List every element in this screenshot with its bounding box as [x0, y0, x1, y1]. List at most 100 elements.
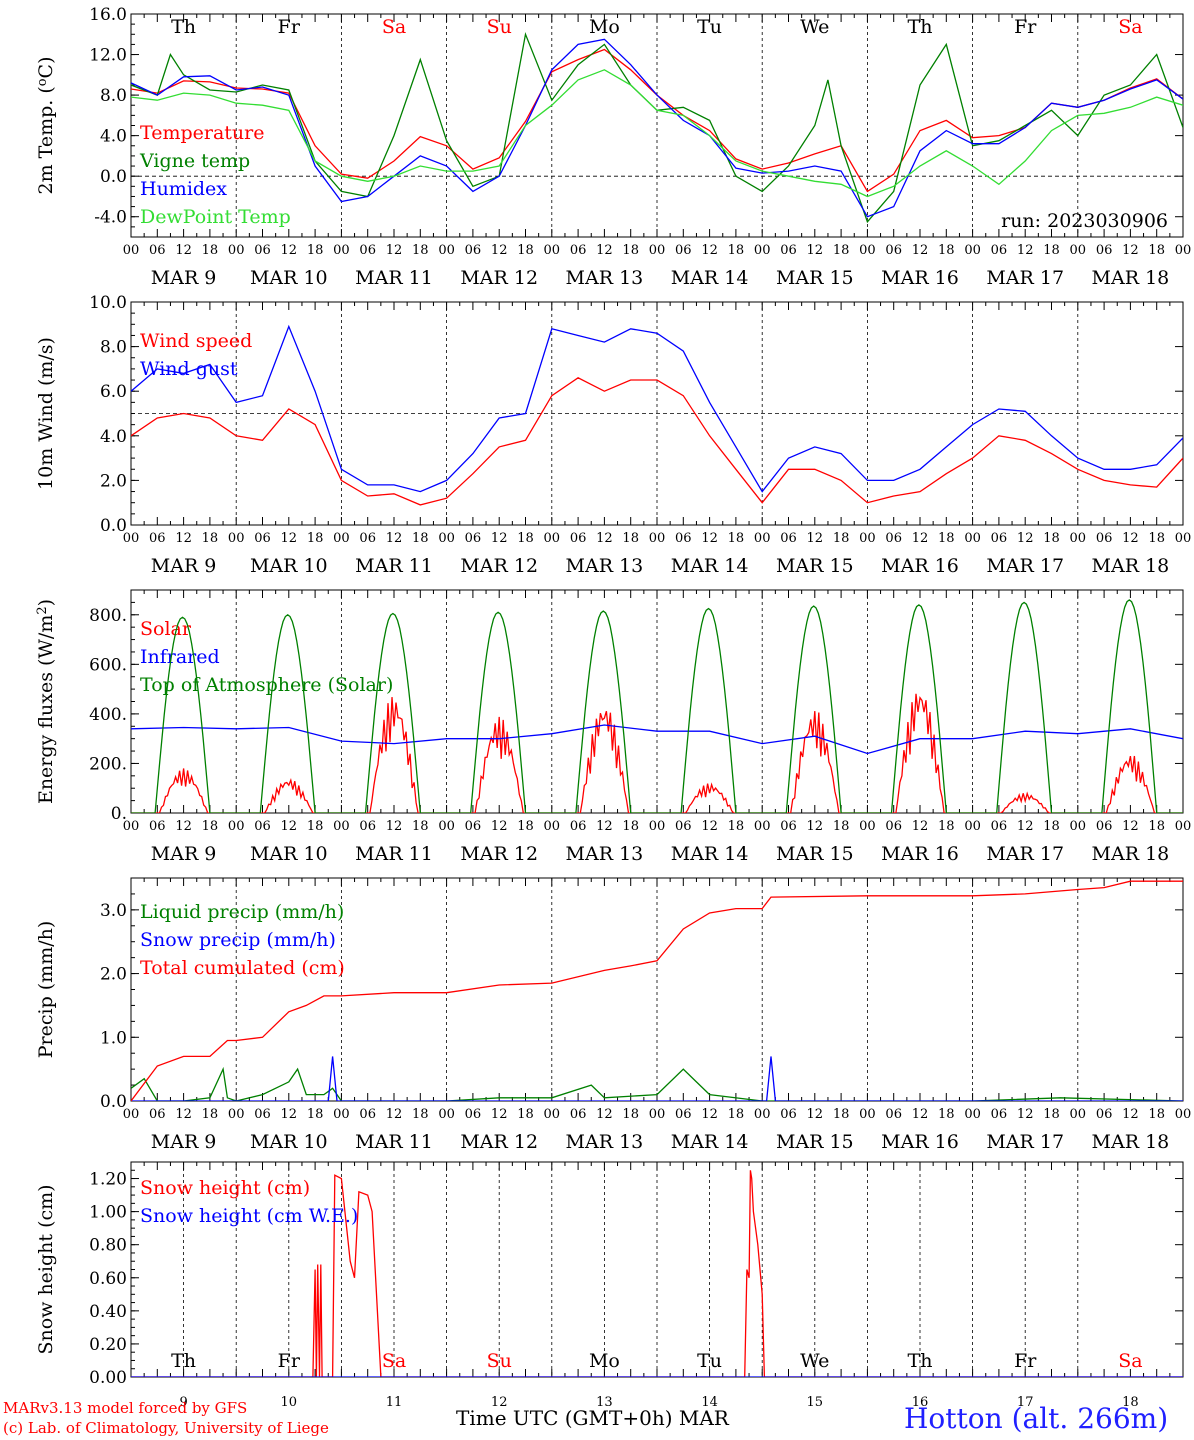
temp-legend-item: Humidex — [140, 178, 227, 200]
precip-hour-label: 18 — [202, 1107, 219, 1122]
wind-hour-label: 18 — [202, 531, 219, 546]
temp-series-dewpoint-temp — [131, 69, 1183, 198]
wind-hour-label: 06 — [780, 531, 797, 546]
precip-ytick-label: 1.0 — [100, 1028, 127, 1048]
wind-hour-label: 12 — [491, 531, 508, 546]
energy-ylabel: Energy fluxes (W/m2) — [35, 599, 57, 804]
wind-hour-label: 18 — [938, 531, 955, 546]
wind-ytick-label: 0.0 — [100, 516, 127, 536]
precip-ylabel: Precip (mm/h) — [35, 921, 57, 1059]
wind-series-wind-speed — [131, 377, 1183, 506]
precip-legend-item: Total cumulated (cm) — [140, 957, 345, 979]
wind-hour-label: 06 — [991, 531, 1008, 546]
temp-hour-label: 06 — [359, 243, 376, 258]
wind-hour-label: 12 — [175, 531, 192, 546]
temp-legend-item: Temperature — [140, 122, 264, 144]
wind-hour-label: 18 — [1148, 531, 1165, 546]
precip-hour-label: 00 — [123, 1107, 140, 1122]
energy-hour-label: 12 — [1122, 819, 1139, 834]
precip-hour-label: 00 — [1070, 1107, 1087, 1122]
wind-hour-label: 12 — [807, 531, 824, 546]
temp-hour-label: 00 — [438, 243, 455, 258]
wind-hour-label: 12 — [1122, 531, 1139, 546]
precip-ytick-label: 2.0 — [100, 965, 127, 985]
energy-legend-item: Infrared — [140, 646, 220, 668]
precip-hour-label: 00 — [438, 1107, 455, 1122]
wind-hour-label: 00 — [123, 531, 140, 546]
temp-legend-item: DewPoint Temp — [140, 206, 291, 228]
temp-date-label: MAR 15 — [776, 267, 854, 289]
wind-hour-label: 00 — [333, 531, 350, 546]
precip-panel: 0.0 1.0 2.0 3.0 Precip (mm/h) 00 06 12 18 00 06 12 1… — [35, 877, 1191, 1153]
energy-hour-label: 12 — [596, 819, 613, 834]
snow-day-number: 17 — [1017, 1395, 1034, 1410]
temp-hour-label: 06 — [570, 243, 587, 258]
temp-ytick-label: 8.0 — [100, 86, 127, 106]
wind-hour-label: 00 — [964, 531, 981, 546]
temp-hour-label: 18 — [307, 243, 324, 258]
temp-hour-label: 06 — [254, 243, 271, 258]
precip-series-snow-precip-mm-h — [131, 1056, 1183, 1101]
wind-hour-label: 06 — [359, 531, 376, 546]
energy-date-label: MAR 14 — [671, 843, 749, 865]
snow-day-number: 18 — [1122, 1395, 1139, 1410]
snow-ytick-label: 1.00 — [89, 1203, 127, 1223]
precip-hour-label: 06 — [991, 1107, 1008, 1122]
energy-hour-label: 00 — [964, 819, 981, 834]
energy-hour-label: 06 — [991, 819, 1008, 834]
temp-day-name: Fr — [278, 16, 301, 38]
temp-hour-label: 12 — [281, 243, 298, 258]
temp-hour-label: 06 — [885, 243, 902, 258]
snow-day-number: 12 — [491, 1395, 508, 1410]
snow-day-number: 15 — [807, 1395, 824, 1410]
precip-hour-label: 06 — [465, 1107, 482, 1122]
snow-legend-item: Snow height (cm W.E.) — [140, 1205, 358, 1227]
temp-series-humidex — [131, 38, 1183, 218]
temp-hour-label: 18 — [833, 243, 850, 258]
wind-date-label: MAR 16 — [881, 555, 959, 577]
precip-hour-label: 12 — [912, 1107, 929, 1122]
temp-date-label: MAR 12 — [460, 267, 538, 289]
snow-series-snow-height-cm — [131, 1170, 1183, 1377]
wind-hour-label: 00 — [1070, 531, 1087, 546]
snow-day-name: Su — [487, 1350, 512, 1372]
precip-hour-label: 12 — [596, 1107, 613, 1122]
energy-ytick-label: 800. — [89, 606, 127, 626]
energy-hour-label: 00 — [649, 819, 666, 834]
snow-day-name: Mo — [589, 1350, 620, 1372]
energy-hour-label: 18 — [1043, 819, 1060, 834]
snow-day-number: 14 — [701, 1395, 718, 1410]
temp-hour-label: 12 — [175, 243, 192, 258]
temp-day-name: Fr — [1014, 16, 1037, 38]
precip-date-label: MAR 12 — [460, 1131, 538, 1153]
temp-date-label: MAR 17 — [986, 267, 1064, 289]
precip-hour-label: 18 — [833, 1107, 850, 1122]
temp-hour-label: 12 — [1017, 243, 1034, 258]
energy-hour-label: 00 — [228, 819, 245, 834]
energy-hour-label: 00 — [1175, 819, 1192, 834]
temp-date-label: MAR 18 — [1092, 267, 1170, 289]
energy-date-label: MAR 11 — [355, 843, 433, 865]
precip-date-label: MAR 10 — [250, 1131, 328, 1153]
energy-ytick-label: 400. — [89, 705, 127, 725]
snow-day-name: Tu — [697, 1350, 722, 1372]
precip-series-liquid-precip-mm-h — [131, 1066, 1183, 1101]
temp-day-name: Th — [908, 16, 933, 38]
temp-hour-label: 00 — [228, 243, 245, 258]
temp-hour-label: 12 — [912, 243, 929, 258]
energy-hour-label: 06 — [570, 819, 587, 834]
energy-hour-label: 12 — [701, 819, 718, 834]
temp-panel: -4.0 0.0 4.0 8.0 12.0 16.0 2m Temp. (oC) 00 06 12… — [35, 5, 1191, 289]
wind-hour-label: 00 — [649, 531, 666, 546]
precip-hour-label: 18 — [1043, 1107, 1060, 1122]
wind-ytick-label: 10.0 — [89, 293, 127, 313]
precip-date-label: MAR 17 — [986, 1131, 1064, 1153]
temp-date-label: MAR 16 — [881, 267, 959, 289]
temp-hour-label: 18 — [622, 243, 639, 258]
wind-hour-label: 12 — [912, 531, 929, 546]
energy-hour-label: 12 — [491, 819, 508, 834]
temp-hour-label: 00 — [333, 243, 350, 258]
energy-date-label: MAR 9 — [151, 843, 217, 865]
wind-hour-label: 18 — [728, 531, 745, 546]
energy-hour-label: 18 — [938, 819, 955, 834]
